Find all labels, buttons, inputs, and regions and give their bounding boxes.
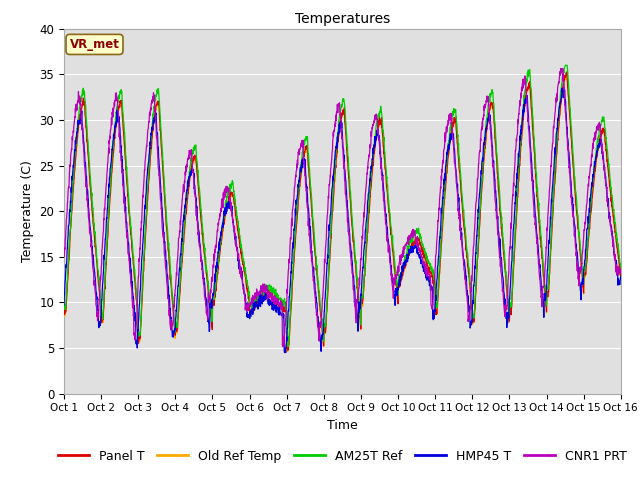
Y-axis label: Temperature (C): Temperature (C) [21, 160, 34, 262]
Legend: Panel T, Old Ref Temp, AM25T Ref, HMP45 T, CNR1 PRT: Panel T, Old Ref Temp, AM25T Ref, HMP45 … [52, 444, 632, 468]
Title: Temperatures: Temperatures [295, 12, 390, 26]
Text: VR_met: VR_met [70, 38, 120, 51]
X-axis label: Time: Time [327, 419, 358, 432]
